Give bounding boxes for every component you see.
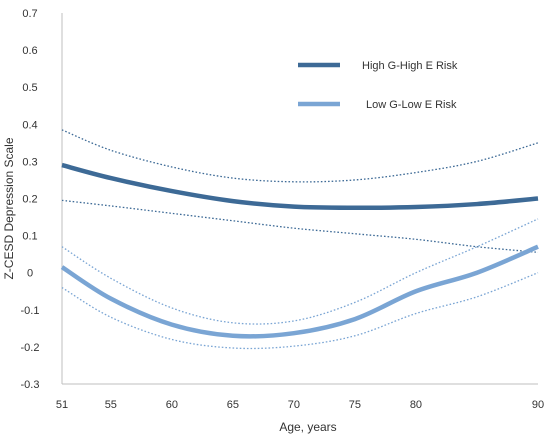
x-tick-label: 80 <box>410 399 422 411</box>
x-tick-label: 60 <box>166 399 178 411</box>
y-axis-label: Z-CESD Depression Scale <box>2 137 16 279</box>
y-tick-label: -0.2 <box>21 342 40 354</box>
series-2-ci-upper <box>61 218 539 325</box>
x-tick-label: 75 <box>349 399 361 411</box>
y-tick-label: 0.2 <box>22 194 37 206</box>
x-tick-label: 55 <box>105 399 117 411</box>
y-tick-label: 0.5 <box>22 82 37 94</box>
legend-label-1: High G-High E Risk <box>362 60 458 72</box>
x-tick-label: 90 <box>532 399 544 411</box>
y-tick-label: -0.3 <box>21 379 40 391</box>
x-tick-label: 65 <box>227 399 239 411</box>
y-tick-label: 0.7 <box>22 8 37 20</box>
series-1-ci-upper <box>61 129 539 183</box>
y-tick-label: -0.1 <box>21 305 40 317</box>
y-tick-label: 0.4 <box>22 119 37 131</box>
x-tick-label: 51 <box>56 399 68 411</box>
y-tick-label: 0.3 <box>22 156 37 168</box>
legend-label-2: Low G-Low E Risk <box>366 99 457 111</box>
series-1-line <box>61 162 539 211</box>
series-2-line <box>60 244 539 339</box>
y-tick-label: 0 <box>27 268 33 280</box>
series-2-ci-lower <box>61 272 539 350</box>
series-1-ci-lower <box>61 199 539 253</box>
y-tick-label: 0.6 <box>22 45 37 57</box>
x-axis-label: Age, years <box>279 420 336 434</box>
y-tick-label: 0.1 <box>22 231 37 243</box>
plot-area: -0.3 -0.2 -0.1 0 0.1 0.2 0.3 0.4 0.5 0.6 0.7 51 55 60… <box>2 8 544 434</box>
x-tick-label: 70 <box>288 399 300 411</box>
